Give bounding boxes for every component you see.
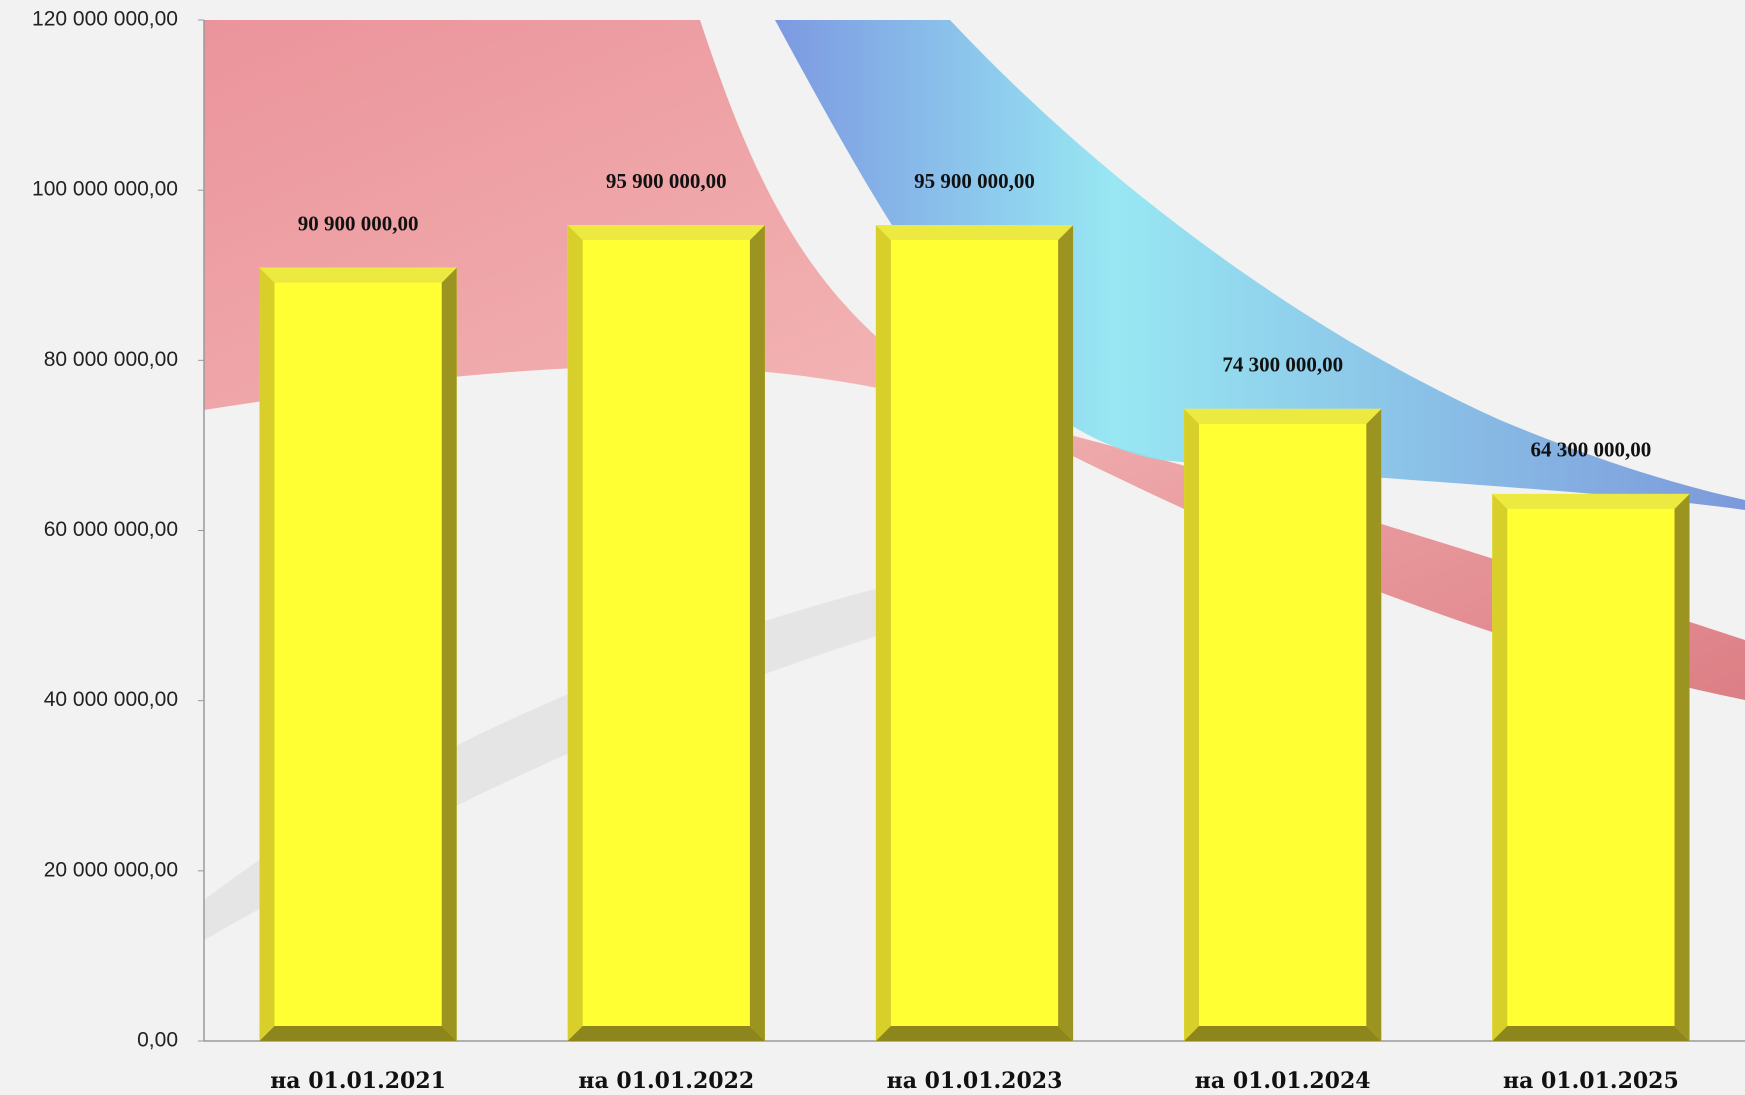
data-label: 95 900 000,00	[914, 169, 1035, 193]
y-tick-label: 80 000 000,00	[44, 348, 178, 371]
bar	[567, 225, 765, 1041]
x-tick-label: на 01.01.2022	[578, 1068, 754, 1094]
bar-bevel	[1184, 1026, 1382, 1041]
bar-bevel	[259, 267, 457, 283]
data-label: 95 900 000,00	[606, 169, 727, 193]
bar	[875, 225, 1074, 1041]
bar-bevel	[875, 225, 1074, 241]
x-tick-label: на 01.01.2025	[1503, 1068, 1679, 1094]
y-tick-label: 100 000 000,00	[32, 178, 178, 201]
x-tick-label: на 01.01.2023	[887, 1068, 1063, 1094]
bar	[1492, 493, 1690, 1041]
bar-bevel	[441, 267, 457, 1041]
bar-bevel	[259, 267, 275, 1041]
bar-bevel	[1184, 408, 1382, 424]
bar-bevel	[875, 225, 891, 1041]
bar-bevel	[1184, 408, 1200, 1042]
y-tick-label: 120 000 000,00	[32, 8, 178, 31]
y-tick-label: 40 000 000,00	[44, 688, 178, 711]
bar-bevel	[749, 225, 765, 1041]
x-tick-label: на 01.01.2021	[270, 1068, 446, 1094]
bar-bevel	[567, 225, 583, 1041]
bar-bevel	[1492, 1026, 1690, 1041]
bar-bevel	[875, 1026, 1074, 1041]
x-tick-label: на 01.01.2024	[1195, 1068, 1371, 1094]
bar-bevel	[567, 1026, 765, 1041]
bar-bevel	[1674, 493, 1690, 1041]
bar	[1184, 408, 1382, 1042]
data-label: 90 900 000,00	[298, 211, 419, 235]
data-label: 64 300 000,00	[1531, 438, 1652, 462]
bar-bevel	[1492, 493, 1508, 1041]
bar-bevel	[567, 225, 765, 241]
bar-bevel	[1492, 493, 1690, 509]
y-tick-label: 0,00	[137, 1029, 178, 1052]
bar-bevel	[1058, 225, 1074, 1041]
bar-bevel	[259, 1026, 457, 1041]
data-label: 74 300 000,00	[1222, 353, 1343, 377]
y-tick-label: 20 000 000,00	[44, 858, 178, 881]
bar-bevel	[1366, 408, 1382, 1042]
bar	[259, 267, 457, 1041]
y-tick-label: 60 000 000,00	[44, 518, 178, 541]
